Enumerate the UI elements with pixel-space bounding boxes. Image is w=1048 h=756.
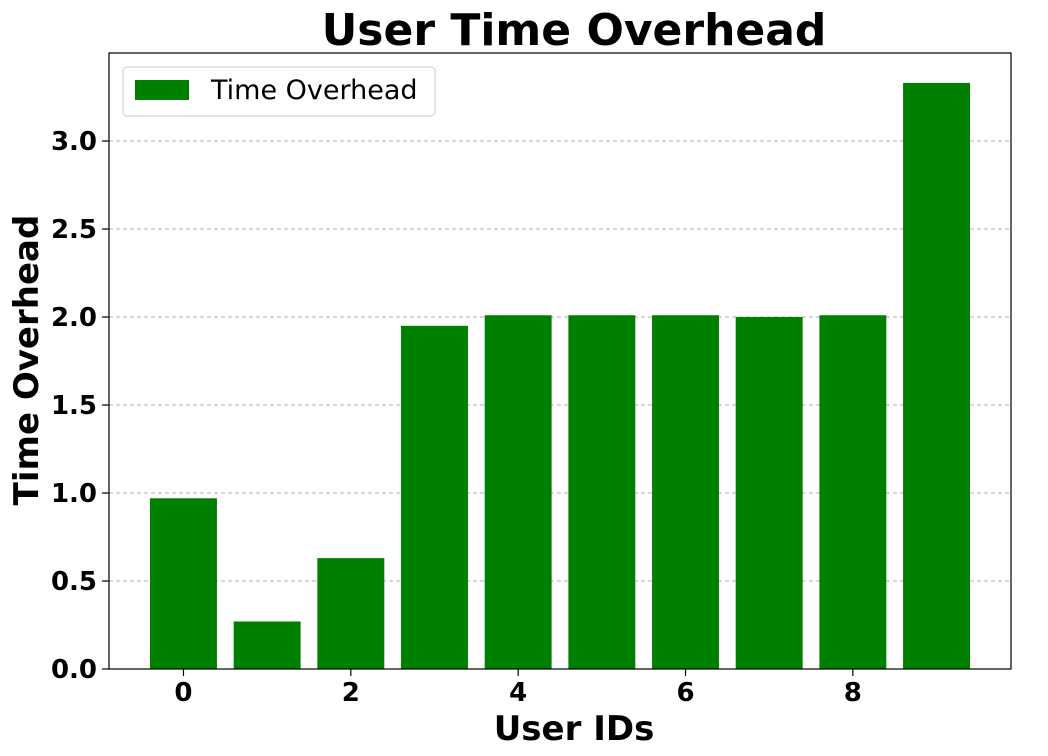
y-tick-label-1: 0.5 (51, 567, 97, 597)
y-tick-label-2: 1.0 (51, 479, 97, 509)
x-axis-ticks: 0 2 4 6 8 (174, 669, 862, 708)
x-tick-label-1: 2 (342, 678, 360, 708)
legend-box (122, 66, 436, 117)
bar-user-2 (317, 558, 385, 669)
grid-lines (109, 140, 1011, 670)
bar-user-3 (401, 325, 468, 669)
legend: Time Overhead (122, 66, 436, 117)
x-tick-label-4: 8 (844, 678, 862, 708)
y-tick-label-6: 3.0 (51, 127, 97, 157)
bar-user-5 (568, 315, 636, 669)
y-axis-ticks: 0.0 0.5 1.0 1.5 2.0 2.5 3.0 (51, 127, 109, 685)
y-tick-label-0: 0.0 (51, 655, 97, 685)
bars (150, 82, 970, 670)
bar-user-0 (150, 498, 217, 669)
bar-user-7 (735, 317, 803, 669)
bar-user-9 (903, 82, 970, 670)
plot-frame (108, 52, 1012, 670)
y-axis-label: Time Overhead (7, 215, 47, 506)
legend-swatch (135, 80, 189, 100)
legend-label: Time Overhead (210, 75, 418, 106)
x-axis-label: User IDs (494, 709, 655, 749)
bar-user-1 (233, 621, 301, 669)
bar-user-8 (819, 315, 887, 669)
x-tick-label-3: 6 (676, 678, 694, 708)
x-tick-label-2: 4 (509, 678, 527, 708)
x-tick-label-0: 0 (174, 678, 192, 708)
bar-user-4 (484, 315, 552, 669)
y-tick-label-5: 2.5 (51, 215, 97, 245)
y-tick-label-3: 1.5 (51, 391, 97, 421)
chart-title: User Time Overhead (322, 5, 827, 56)
bar-user-6 (652, 315, 719, 669)
y-tick-label-4: 2.0 (51, 303, 97, 333)
